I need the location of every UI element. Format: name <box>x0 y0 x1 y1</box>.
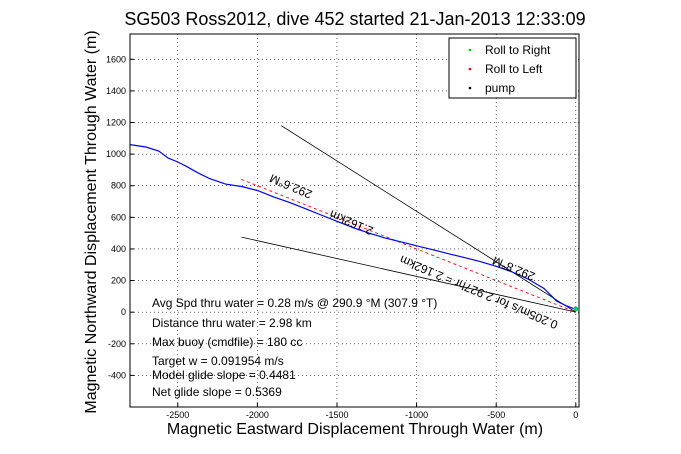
annotation-avg-speed: Avg Spd thru water = 0.28 m/s @ 290.9 °M… <box>152 296 437 310</box>
legend-label-pump: pump <box>485 81 515 95</box>
annotation-net-glide: Net glide slope = 0.5369 <box>152 385 282 399</box>
series-lines <box>129 125 579 313</box>
legend-label-roll-right: Roll to Right <box>485 43 551 57</box>
annotation-block: Avg Spd thru water = 0.28 m/s @ 290.9 °M… <box>152 296 437 399</box>
annotation-target-w: Target w = 0.091954 m/s <box>152 354 284 368</box>
track-end-marker <box>573 306 579 312</box>
annotation-distance: Distance thru water = 2.98 km <box>152 316 312 330</box>
legend-marker-pump <box>468 86 472 90</box>
y-tick-label: 600 <box>111 212 126 222</box>
y-tick-label: 400 <box>111 244 126 254</box>
x-tick-label: -1000 <box>405 410 428 420</box>
annotation-max-buoy: Max buoy (cmdfile) = 180 cc <box>152 335 302 349</box>
legend-marker-roll-left <box>468 67 472 71</box>
x-tick-label: -2500 <box>166 410 189 420</box>
track-line <box>129 144 576 310</box>
x-tick-label: -2000 <box>246 410 269 420</box>
y-tick-label: 1400 <box>106 86 126 96</box>
legend: Roll to Right Roll to Left pump <box>448 37 577 99</box>
x-axis-label: Magnetic Eastward Displacement Through W… <box>167 421 543 438</box>
guide-line-1 <box>281 125 577 313</box>
legend-label-roll-left: Roll to Left <box>485 62 543 76</box>
y-tick-label: 1200 <box>106 118 126 128</box>
y-tick-label: -400 <box>108 370 126 380</box>
y-ticks: -400 -200 0 200 400 600 800 1000 1200 1400 1600 <box>106 54 134 380</box>
x-tick-label: 0 <box>573 410 578 420</box>
y-axis-label: Magnetic Northward Displacement Through … <box>83 30 100 413</box>
x-tick-label: -1500 <box>325 410 348 420</box>
y-tick-label: 800 <box>111 181 126 191</box>
legend-marker-roll-right <box>468 48 472 52</box>
grid <box>130 34 579 407</box>
chart-title: SG503 Ross2012, dive 452 started 21-Jan-… <box>124 9 585 29</box>
x-tick-label: -500 <box>487 410 505 420</box>
y-tick-label: 1600 <box>106 54 126 64</box>
plot-frame <box>129 33 580 408</box>
y-tick-label: -200 <box>108 339 126 349</box>
guide-line-2 <box>241 236 576 313</box>
annotation-model-glide: Model glide slope = 0.4481 <box>152 368 296 382</box>
y-tick-label: 200 <box>111 276 126 286</box>
x-ticks: -2500 -2000 -1500 -1000 -500 0 <box>166 403 578 420</box>
y-tick-label: 0 <box>121 307 126 317</box>
y-tick-label: 1000 <box>106 149 126 159</box>
